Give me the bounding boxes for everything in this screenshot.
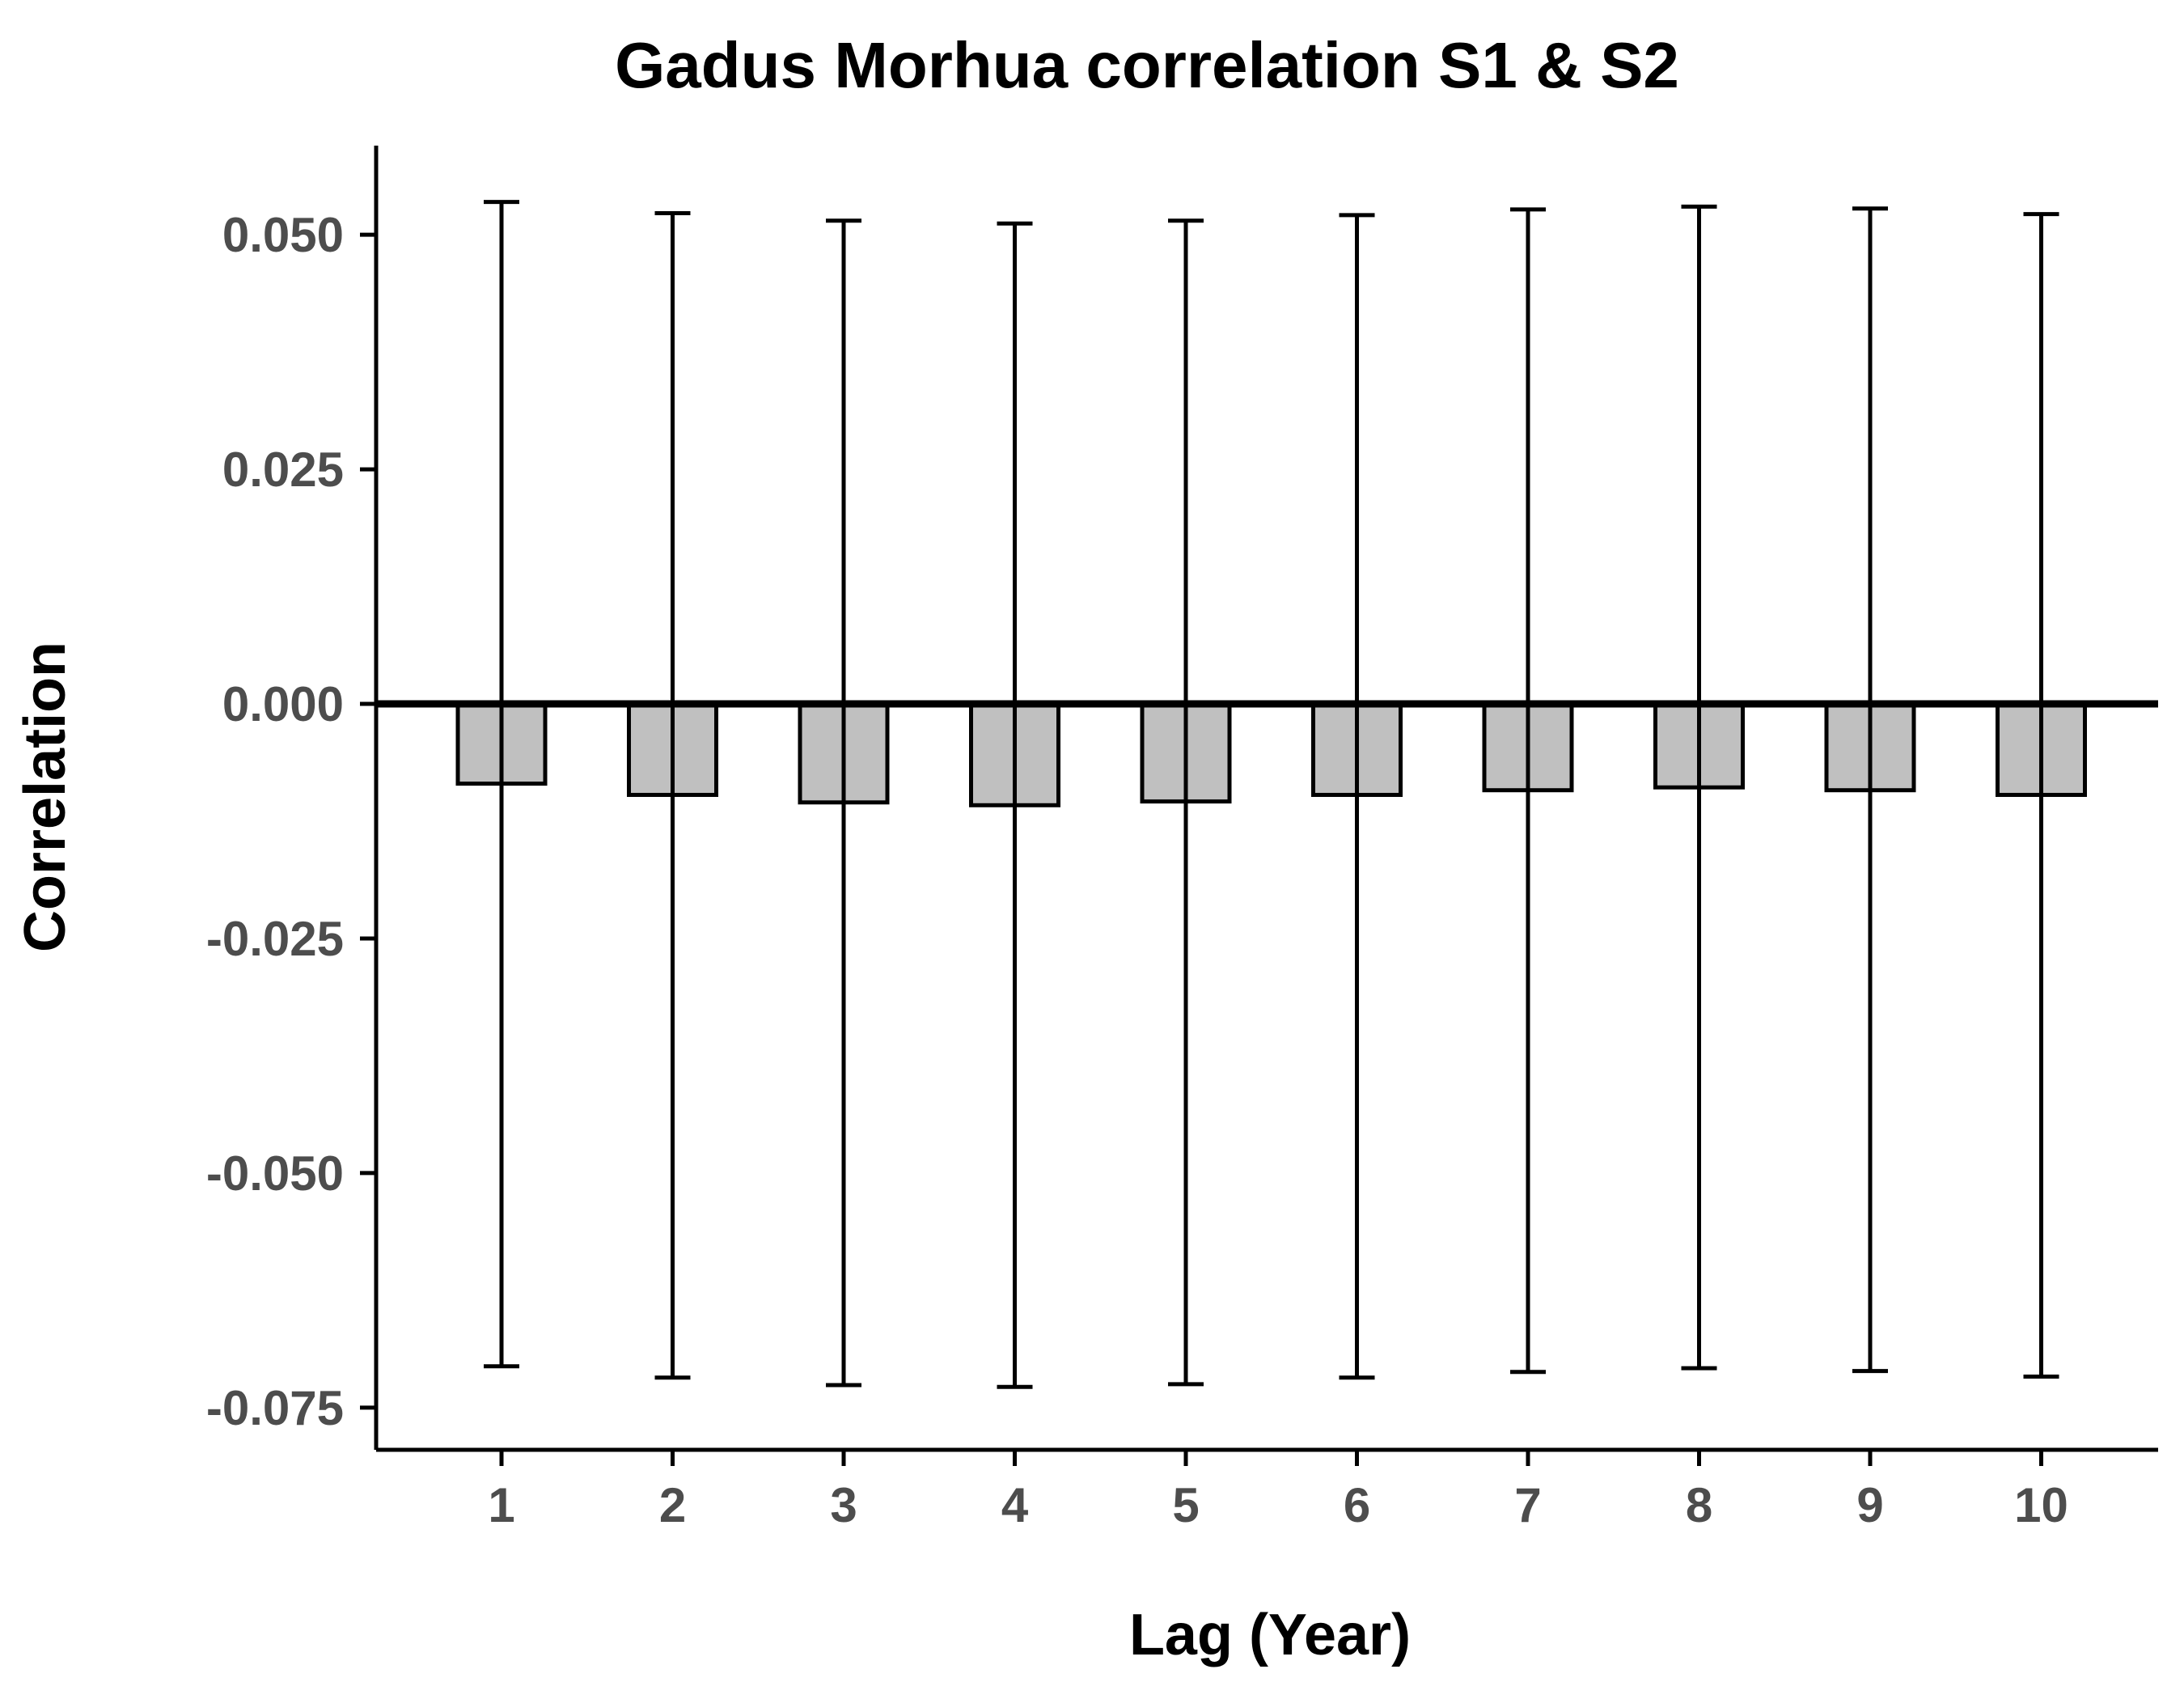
error-bar-series xyxy=(484,200,2059,1389)
x-axis-title: Lag (Year) xyxy=(1129,1603,1411,1667)
error-bar-lag-9 xyxy=(1852,206,1888,1374)
x-tick-label: 6 xyxy=(1344,1478,1370,1532)
x-axis: 1 2 3 4 5 6 7 8 9 10 xyxy=(376,1447,2158,1532)
y-tick-label: -0.025 xyxy=(206,912,344,966)
x-tick-label: 10 xyxy=(2014,1478,2068,1532)
error-bar-lag-8 xyxy=(1681,204,1717,1371)
error-bar-lag-10 xyxy=(2023,212,2059,1379)
y-tick-label: 0.000 xyxy=(222,677,344,731)
x-tick-label: 3 xyxy=(830,1478,857,1532)
y-axis: 0.050 0.025 0.000 -0.025 -0.050 -0.075 xyxy=(206,146,379,1450)
y-tick-label: -0.075 xyxy=(206,1381,344,1435)
x-tick-label: 8 xyxy=(1686,1478,1712,1532)
error-bar-lag-7 xyxy=(1510,207,1546,1375)
error-bar-lag-5 xyxy=(1168,218,1204,1387)
x-tick-label: 5 xyxy=(1172,1478,1199,1532)
y-axis-title: Correlation xyxy=(13,642,78,952)
error-bar-lag-4 xyxy=(997,221,1033,1389)
error-bar-lag-3 xyxy=(826,218,861,1388)
x-tick-label: 7 xyxy=(1514,1478,1541,1532)
x-tick-label: 4 xyxy=(1001,1478,1029,1532)
y-tick-label: 0.050 xyxy=(222,208,344,262)
x-tick-label: 2 xyxy=(659,1478,686,1532)
error-bar-lag-1 xyxy=(484,200,519,1369)
x-tick-label: 1 xyxy=(488,1478,514,1532)
chart-title: Gadus Morhua correlation S1 & S2 xyxy=(615,29,1679,101)
y-tick-label: 0.025 xyxy=(222,443,344,497)
error-bar-lag-6 xyxy=(1339,213,1375,1380)
x-tick-label: 9 xyxy=(1856,1478,1883,1532)
y-tick-label: -0.050 xyxy=(206,1146,344,1201)
error-bar-lag-2 xyxy=(654,210,691,1380)
bar-series xyxy=(455,701,2087,807)
